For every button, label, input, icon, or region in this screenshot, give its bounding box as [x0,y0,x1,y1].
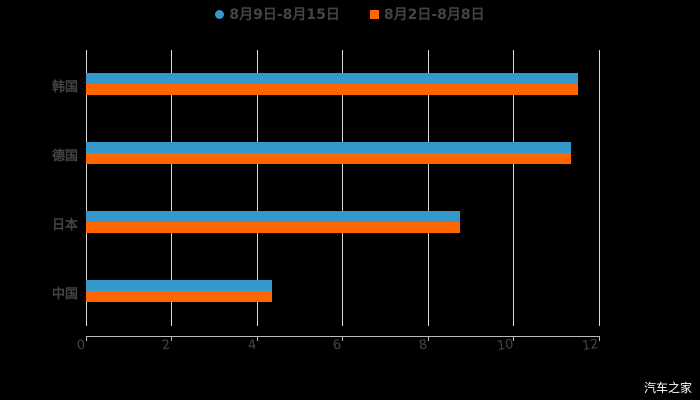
bar-japan-week2[interactable] [86,211,460,222]
category-label: 韩国 [51,80,78,95]
gridline [428,50,429,326]
x-tick-label: 6 [331,337,343,354]
x-tick [86,336,87,341]
x-tick-label: 4 [246,337,258,354]
gridline [257,50,258,326]
x-tick [599,336,600,341]
x-tick [513,336,514,341]
bar-germany-week2[interactable] [86,142,571,153]
category-label: 德国 [51,149,78,164]
legend: 8月9日-8月15日 8月2日-8月8日 [0,4,700,24]
series-marker-icon [369,9,379,19]
legend-item-week1[interactable]: 8月2日-8月8日 [369,4,485,24]
gridline [599,50,600,326]
bar-china-week2[interactable] [86,280,272,291]
bar-china-week1[interactable] [86,291,272,302]
x-tick [257,336,258,341]
gridline [342,50,343,326]
bar-germany-week1[interactable] [86,153,571,164]
x-tick [171,336,172,341]
bar-korea-week1[interactable] [86,84,578,95]
x-tick [342,336,343,341]
gridline [513,50,514,326]
x-tick-label: 10 [496,336,515,355]
category-label: 日本 [51,218,78,233]
legend-label: 8月9日-8月15日 [229,7,340,23]
plot-area [86,50,600,326]
legend-item-week2[interactable]: 8月9日-8月15日 [215,4,340,24]
watermark: 汽车之家 [643,381,692,395]
gridline [171,50,172,326]
x-tick [428,336,429,341]
x-tick-label: 0 [75,337,87,354]
legend-label: 8月2日-8月8日 [383,7,485,23]
gridline [86,50,87,326]
x-tick-label: 8 [417,337,429,354]
x-tick-label: 12 [581,336,600,355]
bar-japan-week1[interactable] [86,222,460,233]
category-label: 中国 [51,287,78,302]
series-marker-icon [215,9,225,19]
bar-korea-week2[interactable] [86,73,578,84]
x-tick-label: 2 [160,337,172,354]
